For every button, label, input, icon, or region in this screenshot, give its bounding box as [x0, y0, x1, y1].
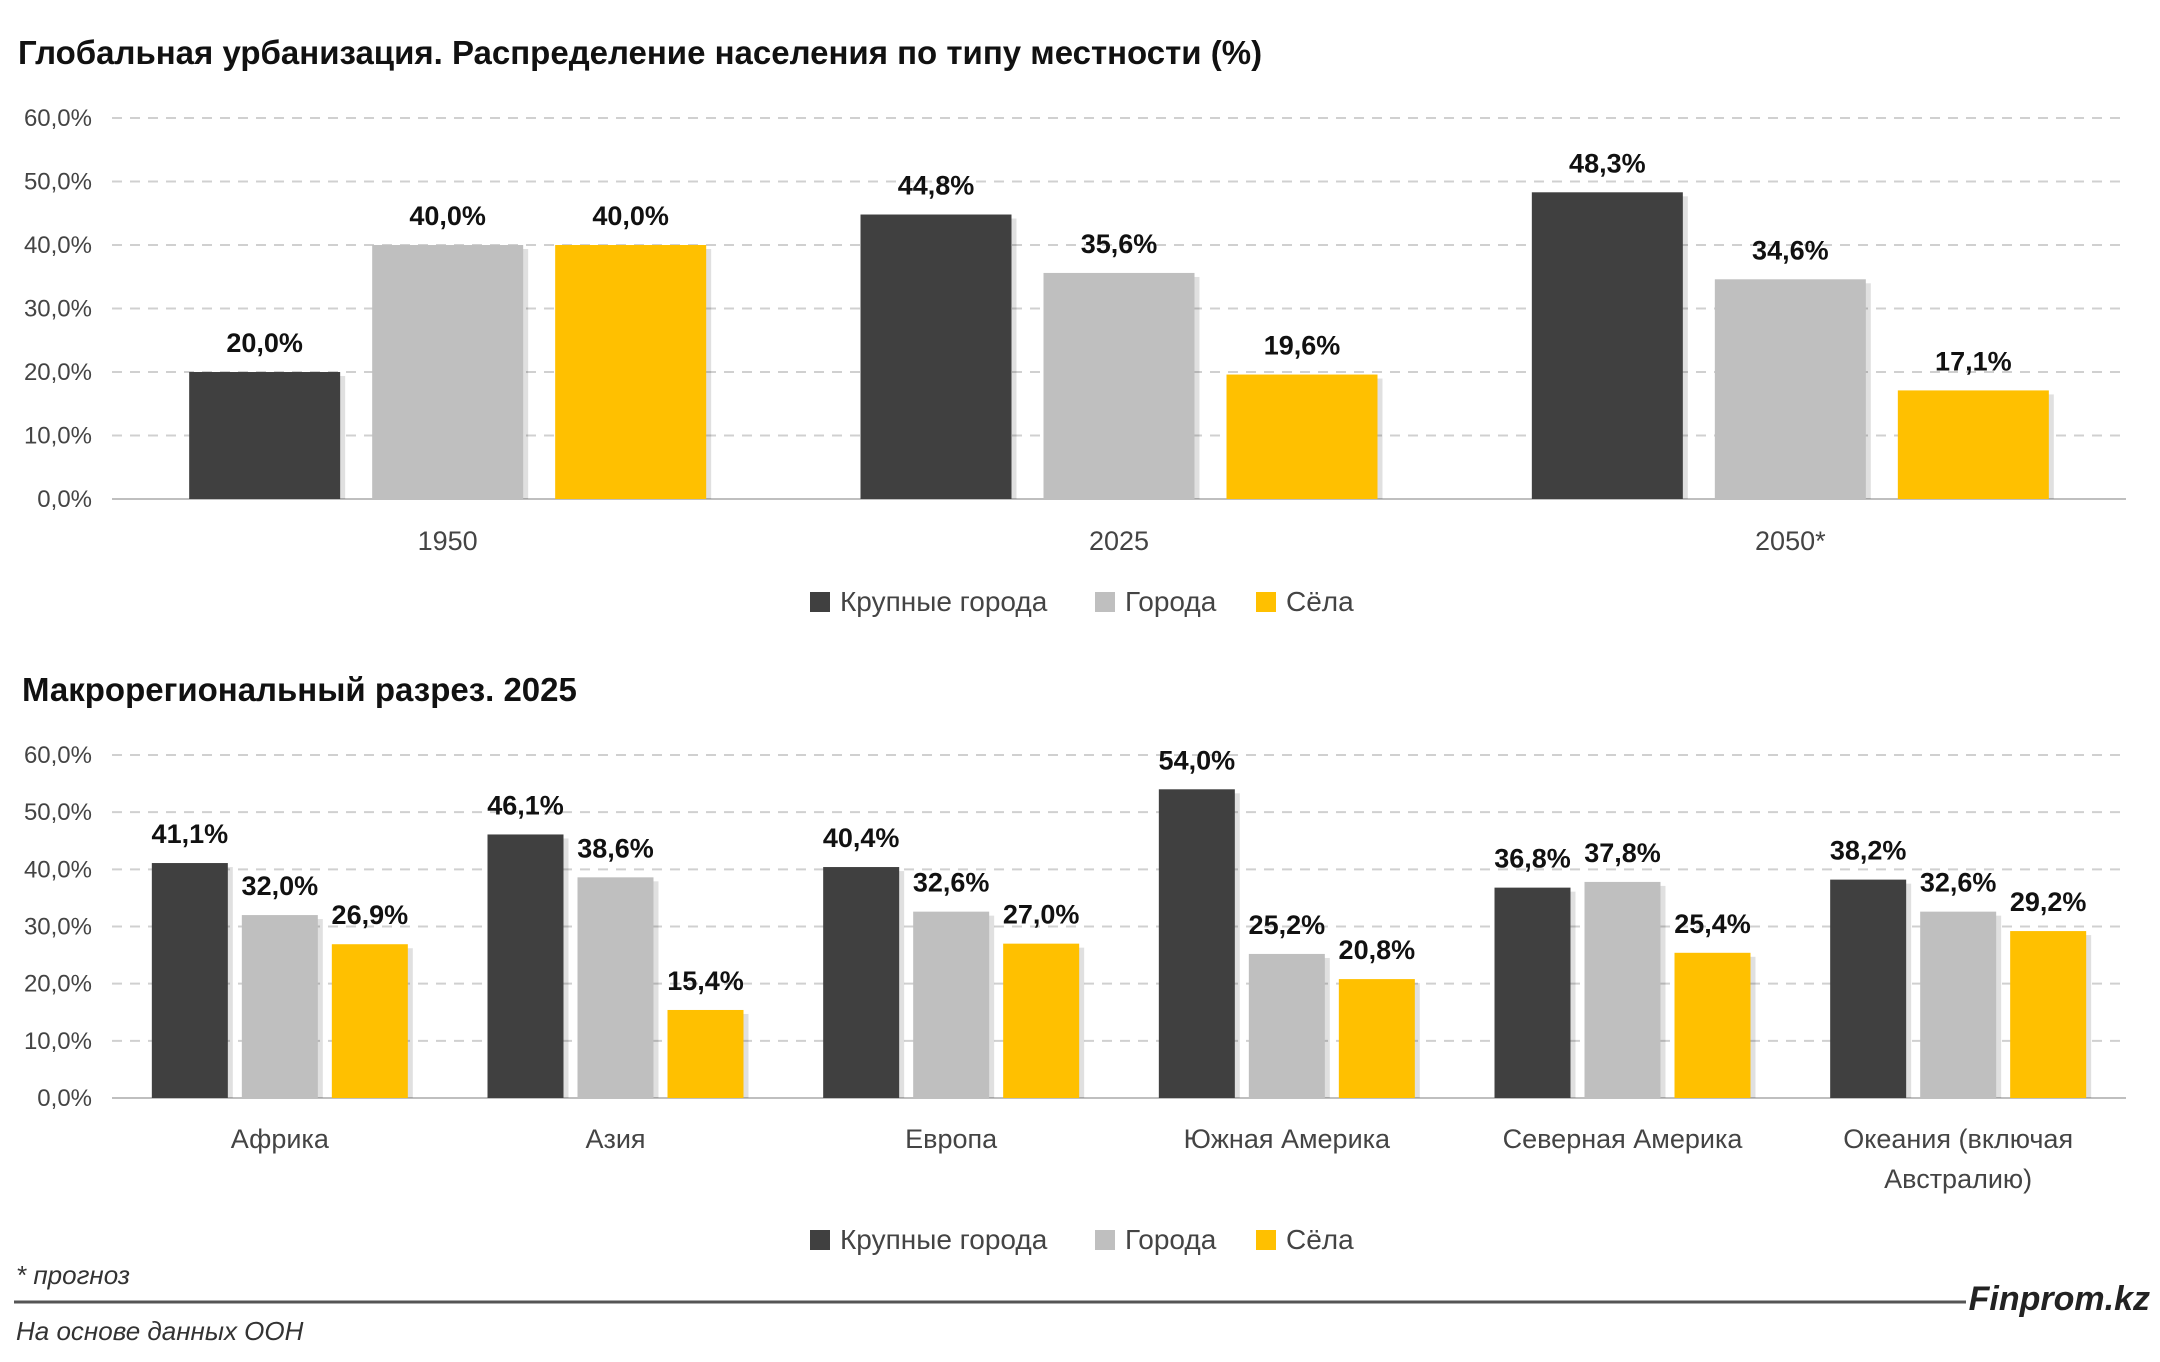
- data-label: 34,6%: [1752, 235, 1829, 265]
- legend-label: Крупные города: [840, 1224, 1048, 1255]
- category-label: Азия: [585, 1124, 645, 1154]
- legend: Крупные города Города Сёла: [810, 1224, 1354, 1255]
- y-tick-label: 10,0%: [24, 423, 92, 450]
- bar-cities: [913, 911, 990, 1098]
- legend-label: Города: [1125, 586, 1217, 617]
- category-label: Европа: [905, 1124, 998, 1154]
- bar-villages: [1338, 979, 1415, 1098]
- bar-cities: [1584, 881, 1661, 1098]
- bar-villages: [1674, 952, 1751, 1098]
- legend-label: Сёла: [1286, 586, 1354, 617]
- bar-large-cities: [1494, 887, 1571, 1098]
- category-label: Северная Америка: [1503, 1124, 1744, 1154]
- data-label: 25,2%: [1249, 910, 1326, 940]
- y-tick-label: 60,0%: [24, 742, 92, 769]
- data-label: 54,0%: [1159, 745, 1236, 775]
- data-label: 15,4%: [667, 966, 744, 996]
- data-label: 17,1%: [1935, 346, 2012, 376]
- bar-cities: [1248, 953, 1325, 1098]
- data-label: 40,4%: [823, 823, 900, 853]
- data-label: 20,8%: [1339, 935, 1416, 965]
- bar-cities: [372, 245, 524, 499]
- data-label: 38,2%: [1830, 836, 1907, 866]
- bar-cities: [1043, 272, 1195, 499]
- macroregional-chart: Макрорегиональный разрез. 2025 0,0% 10,0% 2…: [22, 671, 2126, 1255]
- category-label: 2050*: [1755, 526, 1826, 556]
- y-tick-label: 20,0%: [24, 971, 92, 998]
- bar-large-cities: [1531, 192, 1683, 500]
- bar-large-cities: [823, 867, 900, 1098]
- data-label: 29,2%: [2010, 887, 2087, 917]
- bar-cities: [1920, 911, 1997, 1098]
- bar-villages: [2010, 931, 2087, 1098]
- legend: Крупные города Города Сёла: [810, 586, 1354, 617]
- bar-villages: [1226, 374, 1378, 499]
- bar-villages: [1897, 390, 2049, 499]
- data-label: 32,0%: [242, 871, 319, 901]
- legend-label: Города: [1125, 1224, 1217, 1255]
- y-tick-label: 10,0%: [24, 1028, 92, 1055]
- category-label: Южная Америка: [1184, 1124, 1391, 1154]
- data-label: 44,8%: [898, 171, 975, 201]
- bar-large-cities: [189, 372, 341, 499]
- bar-cities: [241, 915, 318, 1098]
- y-tick-label: 40,0%: [24, 232, 92, 259]
- y-tick-label: 30,0%: [24, 296, 92, 323]
- y-tick-label: 30,0%: [24, 914, 92, 941]
- data-label: 32,6%: [1920, 868, 1997, 898]
- y-tick-label: 50,0%: [24, 799, 92, 826]
- y-tick-label: 50,0%: [24, 169, 92, 196]
- data-label: 27,0%: [1003, 900, 1080, 930]
- legend-swatch: [1095, 1230, 1115, 1250]
- bar-cities: [1714, 279, 1866, 499]
- bar-large-cities: [1158, 789, 1235, 1098]
- data-label: 25,4%: [1674, 909, 1751, 939]
- bar-large-cities: [487, 834, 564, 1098]
- legend-swatch: [810, 1230, 830, 1250]
- data-label: 40,0%: [409, 201, 486, 231]
- y-tick-label: 20,0%: [24, 359, 92, 386]
- bar-villages: [1003, 943, 1080, 1098]
- data-label: 41,1%: [152, 819, 229, 849]
- data-label: 32,6%: [913, 868, 990, 898]
- category-label: Африка: [231, 1124, 330, 1154]
- legend-label: Крупные города: [840, 586, 1048, 617]
- data-label: 38,6%: [577, 833, 654, 863]
- bar-large-cities: [860, 214, 1012, 499]
- legend-swatch: [1256, 592, 1276, 612]
- bar-large-cities: [151, 863, 228, 1098]
- brand-logo: Finprom.kz: [1969, 1280, 2150, 1318]
- data-label: 19,6%: [1264, 331, 1341, 361]
- bar-villages: [667, 1009, 744, 1098]
- data-label: 46,1%: [487, 790, 564, 820]
- bar-villages: [555, 245, 707, 499]
- chart-title: Макрорегиональный разрез. 2025: [22, 671, 577, 708]
- data-label: 48,3%: [1569, 148, 1646, 178]
- bar-large-cities: [1830, 879, 1907, 1098]
- chart-title: Глобальная урбанизация. Распределение на…: [18, 34, 1262, 71]
- source-note: На основе данных ООН: [16, 1316, 304, 1346]
- y-tick-label: 40,0%: [24, 856, 92, 883]
- data-label: 26,9%: [332, 900, 409, 930]
- y-tick-label: 60,0%: [24, 105, 92, 132]
- data-label: 37,8%: [1584, 838, 1661, 868]
- category-label: Океания (включая Австралию): [1843, 1124, 2073, 1194]
- legend-label: Сёла: [1286, 1224, 1354, 1255]
- y-tick-label: 0,0%: [37, 1085, 92, 1112]
- data-label: 40,0%: [592, 201, 669, 231]
- legend-swatch: [810, 592, 830, 612]
- data-label: 35,6%: [1081, 229, 1158, 259]
- category-label: 1950: [418, 526, 478, 556]
- y-tick-label: 0,0%: [37, 486, 92, 513]
- global-urbanization-chart: Глобальная урбанизация. Распределение на…: [18, 34, 2126, 617]
- bar-villages: [331, 944, 408, 1098]
- category-label: 2025: [1089, 526, 1149, 556]
- legend-swatch: [1256, 1230, 1276, 1250]
- legend-swatch: [1095, 592, 1115, 612]
- forecast-footnote: * прогноз: [16, 1260, 130, 1290]
- bar-cities: [577, 877, 654, 1098]
- data-label: 36,8%: [1494, 844, 1571, 874]
- data-label: 20,0%: [226, 328, 303, 358]
